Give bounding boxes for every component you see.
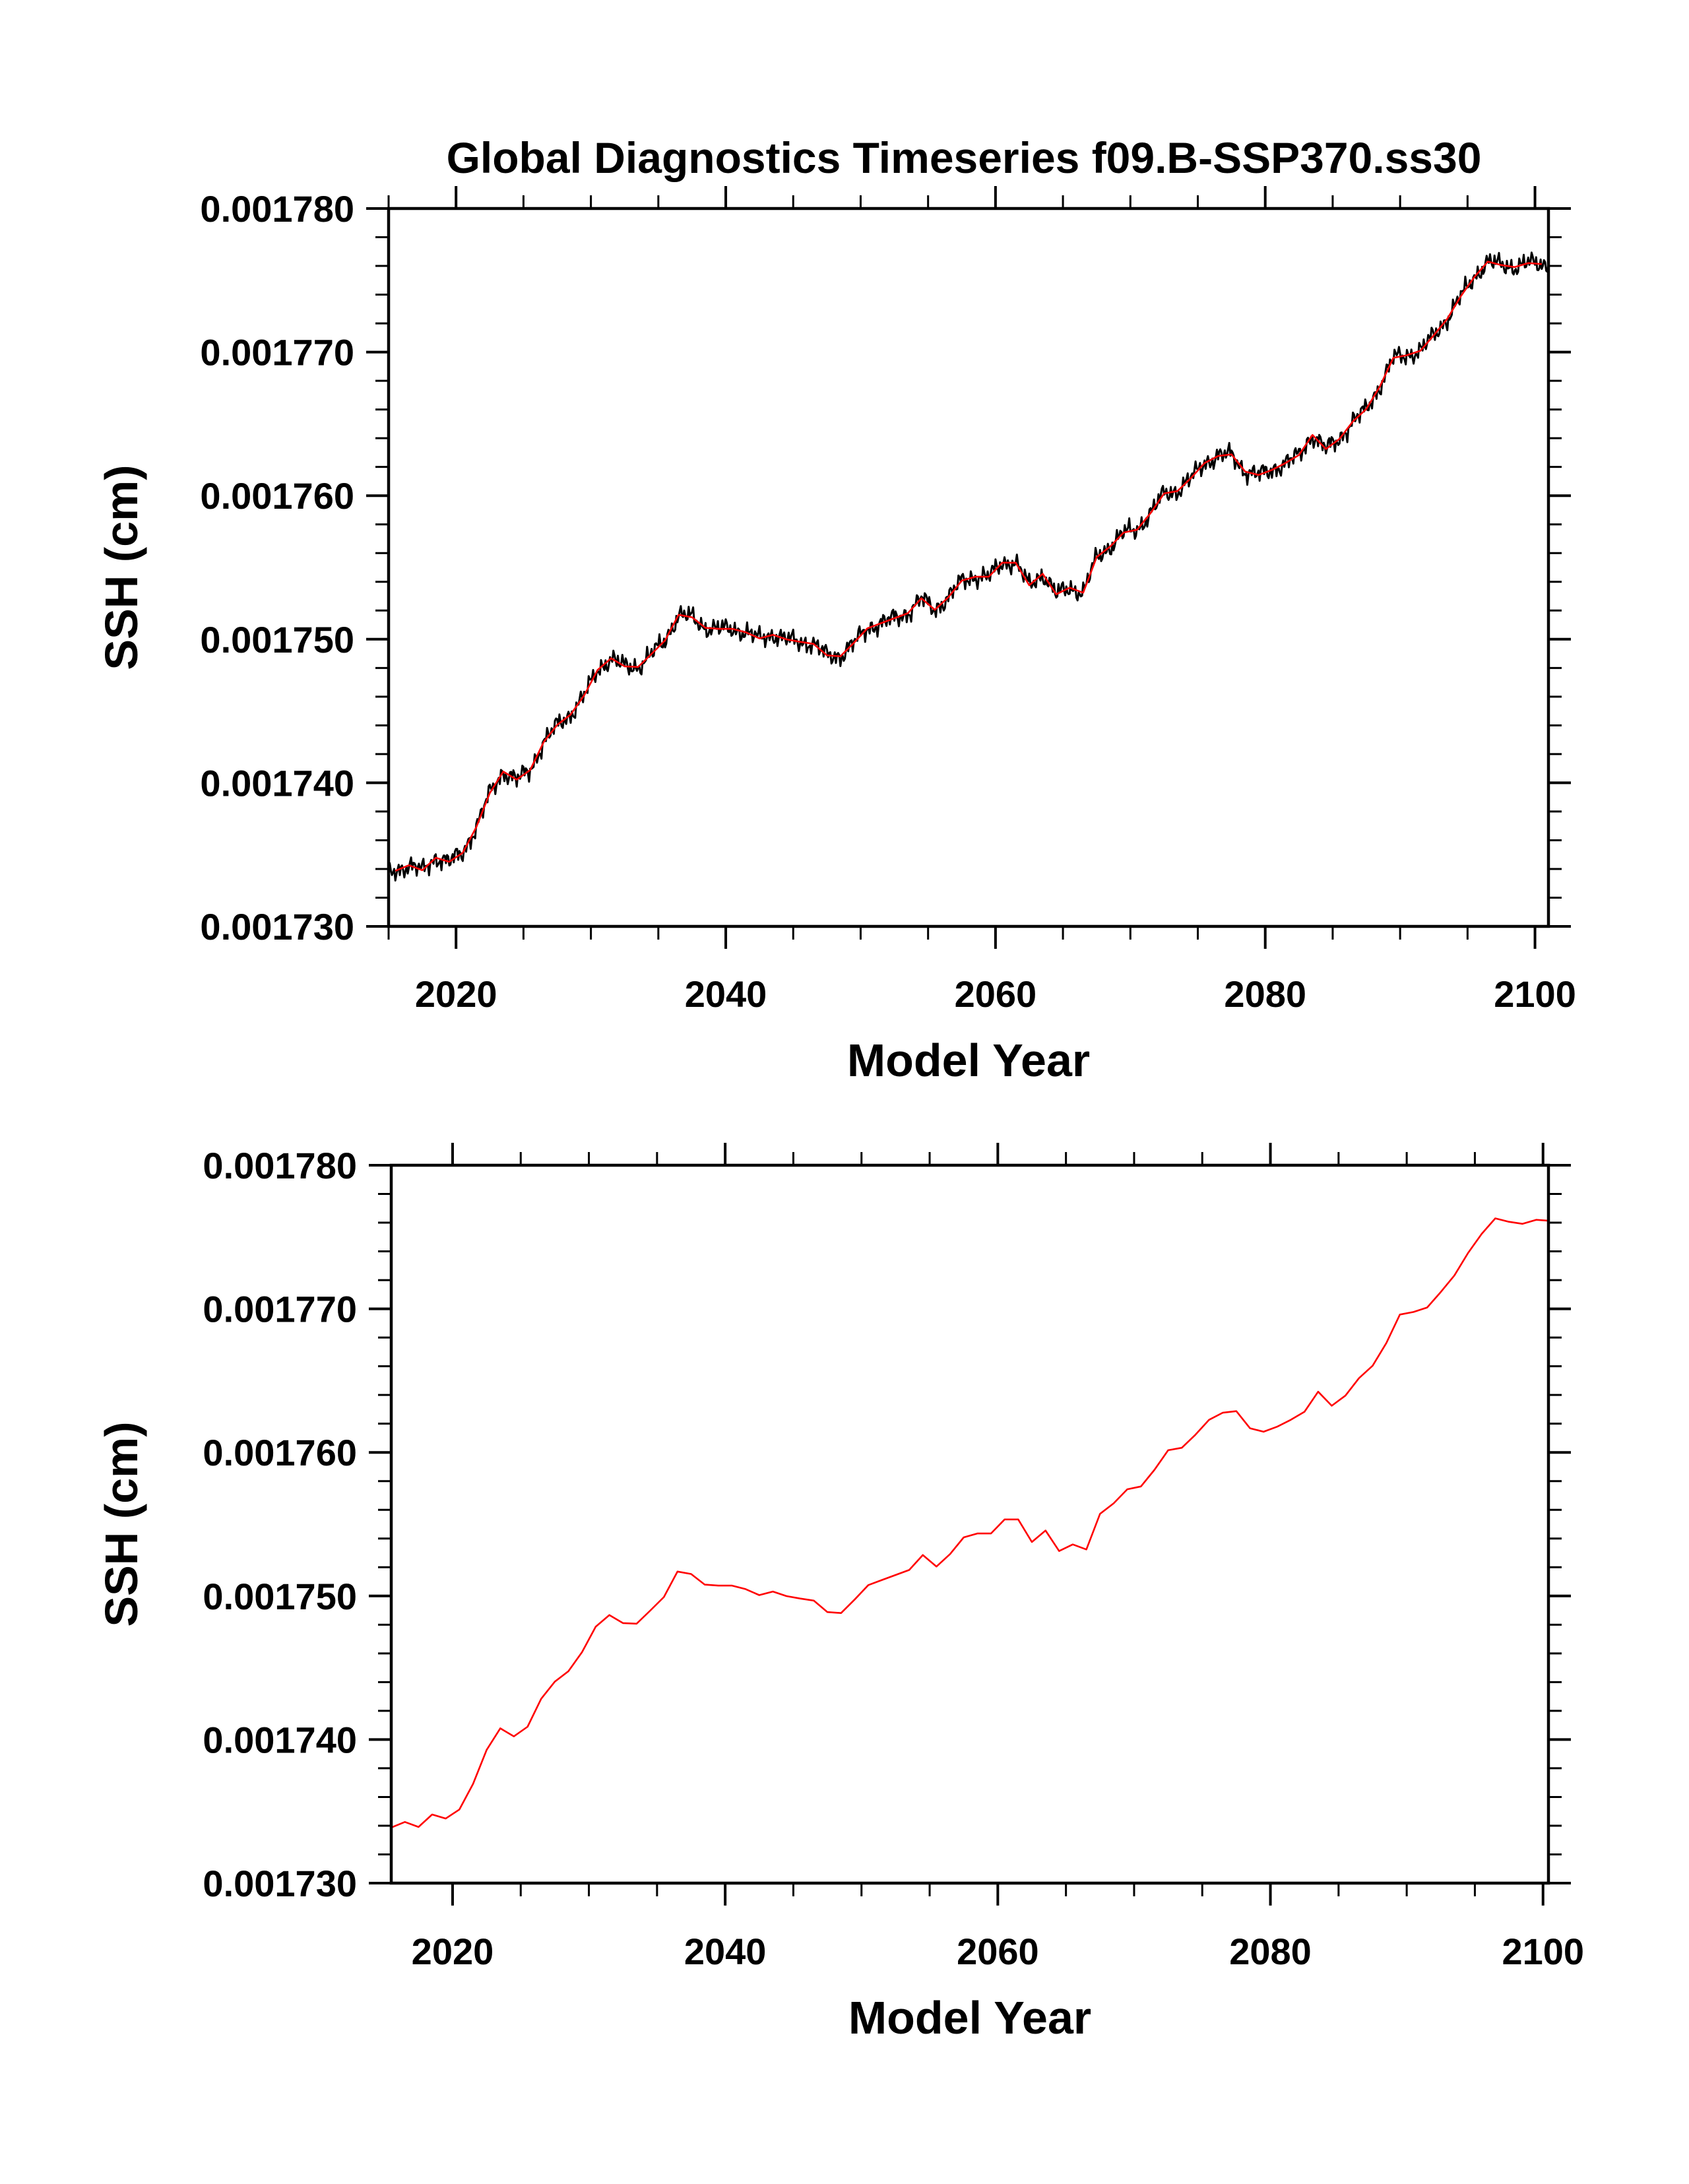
y-tick-label: 0.001760 [200, 475, 354, 517]
y-tick-label: 0.001770 [203, 1289, 357, 1330]
x-tick-label: 2020 [415, 973, 497, 1015]
x-tick-label: 2100 [1494, 973, 1576, 1015]
y-tick-label: 0.001730 [203, 1863, 357, 1904]
y-tick-label: 0.001780 [200, 188, 354, 230]
plot-frame [387, 207, 1550, 928]
y-tick-label: 0.001770 [200, 332, 354, 373]
chart-title: Global Diagnostics Timeseries f09.B-SSP3… [447, 133, 1482, 182]
x-tick-label: 2060 [955, 973, 1037, 1015]
x-tick-label: 2060 [957, 1931, 1039, 1972]
x-tick-label: 2080 [1229, 1931, 1312, 1972]
x-axis-label: Model Year [848, 1992, 1091, 2043]
plot-frame [389, 1163, 1550, 1885]
y-tick-label: 0.001740 [203, 1719, 357, 1760]
x-tick-label: 2100 [1502, 1931, 1584, 1972]
x-tick-label: 2080 [1224, 973, 1306, 1015]
y-tick-label: 0.001750 [200, 619, 354, 660]
x-tick-label: 2040 [684, 1931, 767, 1972]
series-group [389, 251, 1548, 882]
x-tick-label: 2020 [412, 1931, 494, 1972]
y-tick-label: 0.001740 [200, 762, 354, 804]
series-group [391, 1217, 1548, 1829]
bottom-plot-panel: 0.001730 0.001740 0.001750 0.001760 0.001770… [96, 1143, 1584, 2043]
y-axis-label: SSH (cm) [96, 1421, 147, 1626]
x-axis-label: Model Year [847, 1035, 1090, 1086]
x-tick-label: 2040 [685, 973, 767, 1015]
top-plot-panel: 0.001730 0.001740 0.001750 0.001760 0.001770… [96, 186, 1576, 1086]
y-tick-label: 0.001780 [203, 1145, 357, 1186]
annual-series-line [391, 1217, 1548, 1829]
y-tick-label: 0.001760 [203, 1432, 357, 1473]
monthly-series-line [389, 251, 1548, 882]
y-tick-label: 0.001750 [203, 1576, 357, 1617]
annual-series-line [395, 261, 1542, 872]
y-axis-label: SSH (cm) [96, 465, 147, 670]
y-tick-label: 0.001730 [200, 906, 354, 947]
